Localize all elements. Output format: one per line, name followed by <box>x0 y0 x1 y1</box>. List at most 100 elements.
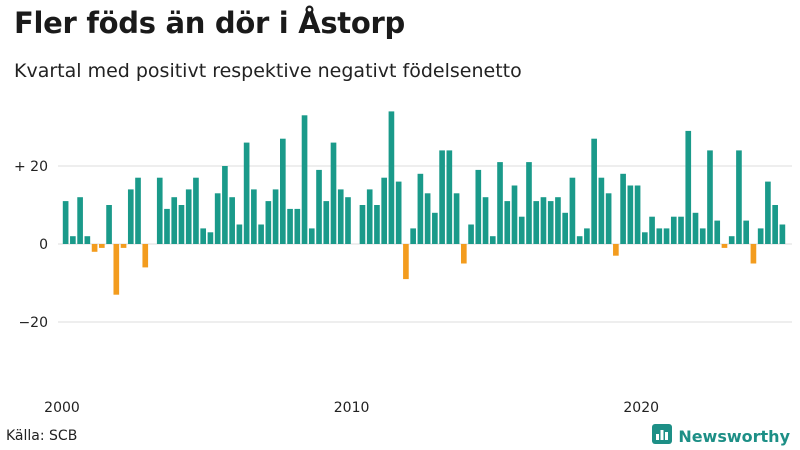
bar-positive <box>330 142 337 244</box>
bar-positive <box>663 228 670 244</box>
bar-positive <box>395 181 402 244</box>
bar-negative <box>613 244 619 256</box>
bar-positive <box>757 228 764 244</box>
brand-logo: Newsworthy <box>652 424 790 448</box>
bar-positive <box>156 177 163 244</box>
bar-positive <box>185 189 192 244</box>
bar-positive <box>171 197 178 244</box>
bar-positive <box>265 201 272 244</box>
bar-positive <box>106 205 112 244</box>
bar-positive <box>497 162 503 244</box>
bar-positive <box>323 201 330 244</box>
bar-positive <box>526 162 532 244</box>
bar-positive <box>475 169 482 244</box>
bar-positive <box>743 220 750 244</box>
brand-name: Newsworthy <box>678 426 790 446</box>
bar-positive <box>374 205 380 244</box>
bar-positive <box>381 177 388 244</box>
bar-negative <box>142 244 149 268</box>
bar-positive <box>504 201 511 244</box>
bar-positive <box>366 189 373 244</box>
bar-negative <box>99 244 105 248</box>
bar-positive <box>569 177 576 244</box>
bar-positive <box>518 216 525 244</box>
bar-negative <box>403 244 409 280</box>
x-tick-label: 2000 <box>44 400 80 416</box>
chart-title: Fler föds än dör i Åstorp <box>14 6 405 40</box>
bar-positive <box>316 169 322 244</box>
bar-positive <box>251 189 257 244</box>
bar-negative <box>721 244 728 248</box>
bar-negative <box>91 244 98 252</box>
bar-positive <box>779 224 786 244</box>
bar-positive <box>135 177 141 244</box>
bar-positive <box>765 181 771 244</box>
bar-positive <box>301 115 308 244</box>
bar-positive <box>337 189 344 244</box>
bar-positive <box>642 232 648 244</box>
y-tick-label: + 20 <box>14 159 48 175</box>
bar-positive <box>533 201 540 244</box>
bar-positive <box>714 220 721 244</box>
chart-subtitle: Kvartal med positivt respektive negativt… <box>14 60 522 82</box>
bar-positive <box>359 205 366 244</box>
bar-positive <box>127 189 134 244</box>
bar-positive <box>258 224 264 244</box>
bar-positive <box>620 173 626 244</box>
bar-positive <box>236 224 243 244</box>
bar-positive <box>511 185 518 244</box>
bar-positive <box>439 150 445 244</box>
bar-positive <box>627 185 634 244</box>
bar-positive <box>736 150 742 244</box>
bar-positive <box>692 212 699 244</box>
bar-positive <box>207 232 214 244</box>
bar-positive <box>584 228 590 244</box>
bar-positive <box>482 197 489 244</box>
bar-positive <box>432 212 438 244</box>
bar-positive <box>685 130 692 244</box>
bar-positive <box>728 236 735 244</box>
y-tick-label: −20 <box>18 315 48 331</box>
bar-positive <box>547 201 554 244</box>
bar-positive <box>410 228 416 244</box>
bar-positive <box>699 228 706 244</box>
bar-positive <box>468 224 474 244</box>
bar-positive <box>634 185 641 244</box>
bar-negative <box>750 244 757 264</box>
bar-positive <box>446 150 453 244</box>
bar-positive <box>77 197 83 244</box>
bar-positive <box>345 197 351 244</box>
bar-negative <box>113 244 120 295</box>
bar-negative <box>461 244 467 264</box>
bar-positive <box>678 216 684 244</box>
bar-positive <box>214 193 221 244</box>
bar-positive <box>562 212 569 244</box>
bar-positive <box>649 216 655 244</box>
x-tick-label: 2020 <box>623 400 659 416</box>
bar-positive <box>605 193 612 244</box>
bar-positive <box>308 228 315 244</box>
bar-positive <box>164 208 170 244</box>
bar-positive <box>388 111 395 245</box>
bar-negative <box>120 244 127 248</box>
bar-positive <box>62 201 69 244</box>
bar-positive <box>193 177 199 244</box>
bar-positive <box>243 142 250 244</box>
bar-positive <box>287 208 293 244</box>
bar-positive <box>540 197 547 244</box>
source-label: Källa: SCB <box>6 428 78 444</box>
bar-positive <box>598 177 605 244</box>
bar-positive <box>591 138 597 244</box>
bar-positive <box>670 216 677 244</box>
bar-positive <box>489 236 496 244</box>
y-tick-label: 0 <box>39 237 48 253</box>
bar-chart: + 20 0 −20 2000 2010 2020 <box>14 111 792 416</box>
bar-positive <box>200 228 207 244</box>
bar-positive <box>417 173 424 244</box>
bar-positive <box>222 166 228 244</box>
bar-positive <box>656 228 663 244</box>
bar-positive <box>178 205 185 244</box>
bar-positive <box>280 138 286 244</box>
bar-chart-logo-icon <box>652 424 673 448</box>
bar-positive <box>453 193 460 244</box>
